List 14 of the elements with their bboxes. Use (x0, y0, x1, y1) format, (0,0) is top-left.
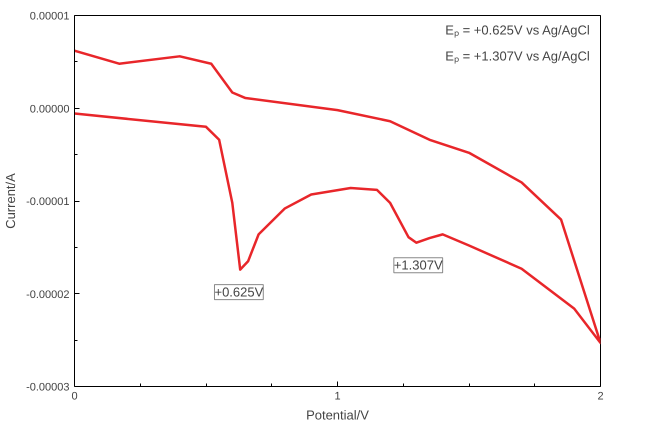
y-axis-title: Current/A (3, 172, 18, 229)
y-tick-label: -0.00003 (26, 382, 70, 394)
y-tick-label: 0.00000 (30, 103, 70, 116)
x-tick-label: 1 (334, 390, 341, 402)
y-tick-label: -0.00002 (26, 288, 70, 301)
annotation: Eₚ = +0.625V vs Ag/AgCl (445, 22, 590, 38)
x-axis-title: Potential/V (306, 408, 370, 422)
line-series (74, 49, 600, 344)
annotation: Eₚ = +1.307V vs Ag/AgCl (445, 48, 590, 64)
x-tick-label: 0 (71, 390, 78, 402)
y-tick-label: 0.00001 (30, 10, 70, 22)
x-tick-label: 2 (597, 390, 604, 402)
y-tick-label: -0.00001 (26, 196, 70, 208)
annotation: +1.307V (394, 258, 443, 273)
